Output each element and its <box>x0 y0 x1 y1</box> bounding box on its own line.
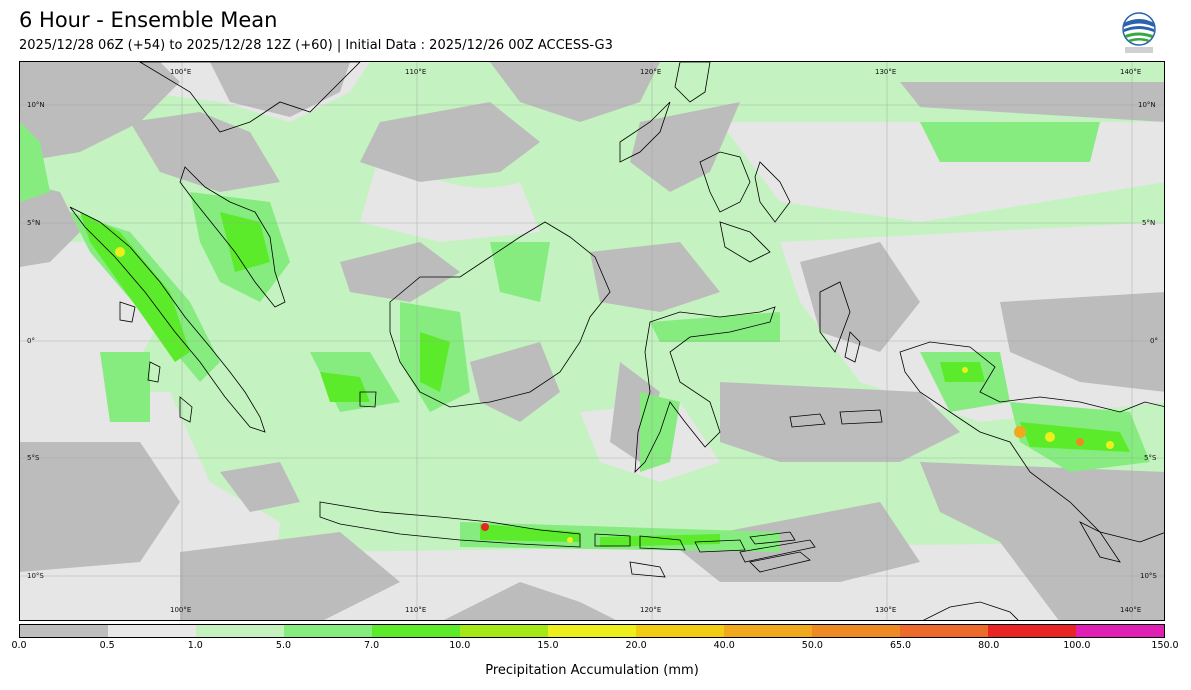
lon-label-top: 100°E <box>170 68 192 76</box>
lat-label-left: 10°N <box>27 101 45 109</box>
colorbar-tick-label: 5.0 <box>275 640 292 651</box>
colorbar-tick-label: 0.5 <box>99 640 115 651</box>
colorbar-ticks: 0.0 0.5 1.0 5.0 7.0 10.0 15.0 20.0 40.0 50.0 65.0 8… <box>11 640 1178 654</box>
colorbar-tick-label: 100.0 <box>1063 640 1091 651</box>
colorbar-tick-label: 10.0 <box>449 640 471 651</box>
lon-label-bottom: 140°E <box>1120 606 1142 614</box>
lat-label-right: 0° <box>1150 337 1158 345</box>
lat-label-left: 5°S <box>27 454 40 462</box>
precipitation-map: 100°E 110°E 120°E 130°E 140°E 100°E 110°… <box>19 61 1165 621</box>
lat-label-left: 0° <box>27 337 35 345</box>
colorbar-tick-label: 0.0 <box>11 640 27 651</box>
lat-label-left: 5°N <box>27 219 41 227</box>
colorbar-tick-label: 50.0 <box>801 640 823 651</box>
colorbar-segment <box>636 625 724 637</box>
colorbar-tick-label: 80.0 <box>978 640 1000 651</box>
colorbar-segment <box>1076 625 1164 637</box>
colorbar-segment <box>724 625 812 637</box>
lat-label-right: 10°S <box>1140 572 1157 580</box>
lon-label-top: 110°E <box>405 68 427 76</box>
colorbar-tick-label: 7.0 <box>364 640 380 651</box>
lat-label-right: 5°N <box>1142 219 1156 227</box>
colorbar-tick-label: 1.0 <box>187 640 203 651</box>
map-subtitle: 2025/12/28 06Z (+54) to 2025/12/28 12Z (… <box>19 38 613 53</box>
lon-label-bottom: 110°E <box>405 606 427 614</box>
lon-label-bottom: 120°E <box>640 606 662 614</box>
colorbar-segment <box>108 625 196 637</box>
map-title: 6 Hour - Ensemble Mean <box>19 8 278 32</box>
colorbar-tick-label: 150.0 <box>1151 640 1179 651</box>
colorbar-label: Precipitation Accumulation (mm) <box>485 663 699 678</box>
colorbar-tick-label: 65.0 <box>889 640 912 651</box>
lon-label-bottom: 130°E <box>875 606 897 614</box>
bmkg-logo-icon <box>1121 11 1157 55</box>
colorbar-segment <box>372 625 460 637</box>
colorbar-segment <box>548 625 636 637</box>
lon-label-top: 120°E <box>640 68 662 76</box>
colorbar-tick-label: 40.0 <box>713 640 735 651</box>
precipitation-colorbar <box>19 624 1165 638</box>
colorbar-segment <box>900 625 988 637</box>
lon-label-top: 130°E <box>875 68 897 76</box>
colorbar-segment <box>812 625 900 637</box>
colorbar-tick-label: 15.0 <box>537 640 559 651</box>
colorbar-segment <box>460 625 548 637</box>
lon-label-bottom: 100°E <box>170 606 192 614</box>
lat-label-right: 10°N <box>1138 101 1156 109</box>
lon-label-top: 140°E <box>1120 68 1142 76</box>
colorbar-segment <box>196 625 284 637</box>
colorbar-tick-label: 20.0 <box>625 640 647 651</box>
lat-label-right: 5°S <box>1144 454 1157 462</box>
colorbar-segment <box>988 625 1076 637</box>
lat-label-left: 10°S <box>27 572 44 580</box>
colorbar-segment <box>284 625 372 637</box>
colorbar-segment <box>20 625 108 637</box>
